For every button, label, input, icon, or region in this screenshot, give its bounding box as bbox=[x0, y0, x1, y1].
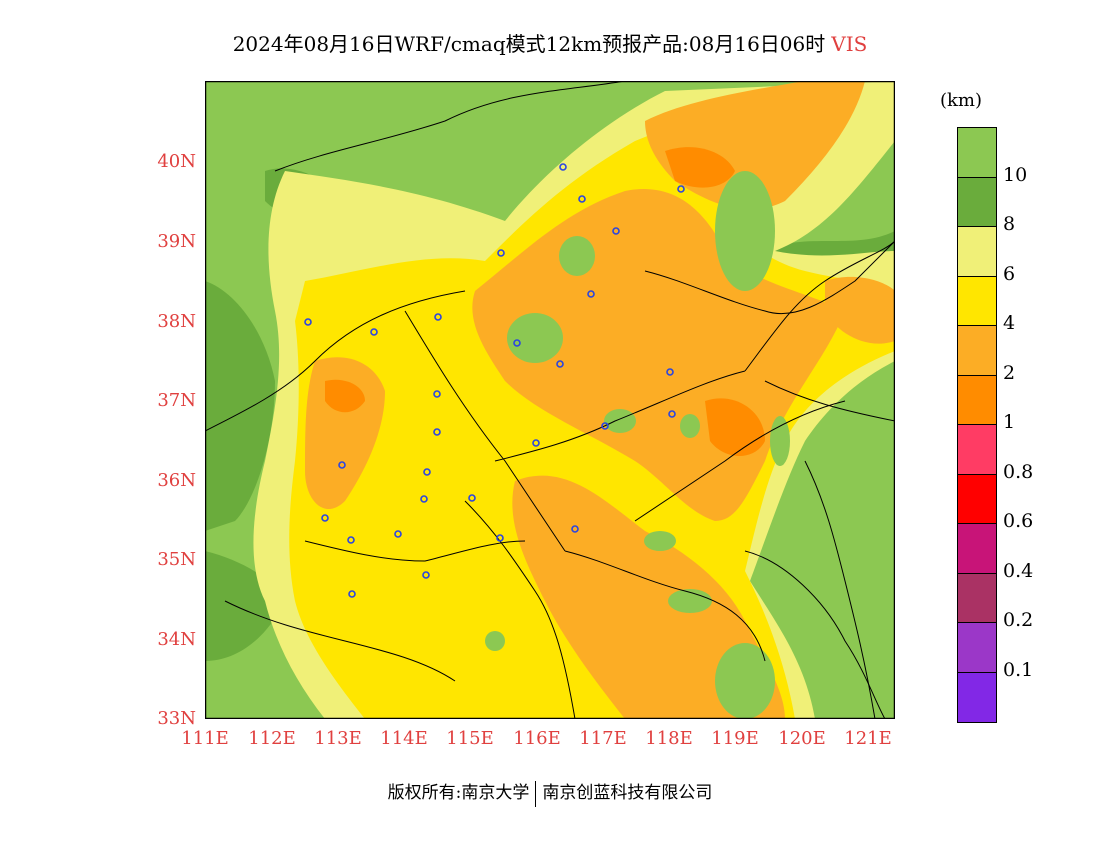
footer: 版权所有:南京大学 南京创蓝科技有限公司 bbox=[0, 778, 1100, 807]
lat-label-38: 38N bbox=[157, 311, 196, 332]
station-marker bbox=[612, 227, 620, 235]
station-marker bbox=[468, 494, 476, 502]
station-marker bbox=[420, 495, 428, 503]
colorbar-segment bbox=[958, 177, 996, 227]
colorbar-label: 2 bbox=[1003, 361, 1016, 384]
lat-label-39: 39N bbox=[157, 231, 196, 252]
company-text: 南京创蓝科技有限公司 bbox=[542, 783, 713, 803]
colorbar-label: 0.8 bbox=[1003, 460, 1034, 483]
province-boundaries bbox=[205, 81, 895, 719]
clear-patches bbox=[485, 171, 790, 719]
colorbar-label: 8 bbox=[1003, 213, 1016, 235]
lon-label-118: 118E bbox=[645, 728, 693, 749]
lon-label-121: 121E bbox=[844, 728, 892, 749]
lat-label-36: 36N bbox=[157, 470, 196, 491]
station-marker bbox=[601, 422, 609, 430]
visibility-map bbox=[205, 81, 895, 719]
colorbar-segment bbox=[958, 474, 996, 524]
station-marker bbox=[434, 313, 442, 321]
colorbar-label: 4 bbox=[1003, 312, 1016, 334]
lon-label-115: 115E bbox=[446, 728, 494, 749]
station-marker bbox=[321, 514, 329, 522]
station-marker bbox=[496, 534, 504, 542]
station-marker bbox=[578, 195, 586, 203]
station-marker bbox=[304, 318, 312, 326]
station-markers bbox=[304, 163, 685, 598]
copyright-text: 版权所有:南京大学 bbox=[387, 783, 530, 803]
lon-label-119: 119E bbox=[711, 728, 759, 749]
footer-separator bbox=[535, 780, 537, 807]
colorbar bbox=[957, 127, 997, 723]
lat-label-33: 33N bbox=[157, 708, 196, 729]
station-marker bbox=[571, 525, 579, 533]
lat-label-40: 40N bbox=[157, 151, 196, 172]
station-marker bbox=[422, 571, 430, 579]
station-marker bbox=[423, 468, 431, 476]
colorbar-label: 6 bbox=[1003, 262, 1016, 285]
station-marker bbox=[433, 428, 441, 436]
station-marker bbox=[677, 185, 685, 193]
colorbar-label: 0.2 bbox=[1003, 609, 1034, 631]
colorbar-label: 1 bbox=[1003, 411, 1016, 433]
lon-label-116: 116E bbox=[513, 728, 561, 749]
lon-label-113: 113E bbox=[314, 728, 362, 749]
colorbar-label: 0.1 bbox=[1003, 658, 1034, 681]
band-1-2 bbox=[325, 147, 765, 456]
colorbar-label: 10 bbox=[1003, 163, 1028, 186]
title-main: 2024年08月16日WRF/cmaq模式12km预报产品:08月16日06时 bbox=[232, 32, 826, 56]
station-marker bbox=[370, 328, 378, 336]
lon-label-111: 111E bbox=[181, 728, 229, 749]
colorbar-segment bbox=[958, 623, 996, 673]
coastline bbox=[644, 240, 895, 719]
station-marker bbox=[587, 290, 595, 298]
lon-label-120: 120E bbox=[778, 728, 826, 749]
colorbar-segment bbox=[958, 375, 996, 425]
colorbar-label: 0.6 bbox=[1003, 510, 1034, 532]
lon-label-117: 117E bbox=[579, 728, 627, 749]
station-marker bbox=[666, 368, 674, 376]
lat-label-35: 35N bbox=[157, 549, 196, 570]
map-border bbox=[205, 81, 895, 719]
colorbar-label: 0.4 bbox=[1003, 559, 1034, 582]
station-marker bbox=[513, 339, 521, 347]
lat-label-37: 37N bbox=[157, 390, 196, 411]
station-marker bbox=[497, 249, 505, 257]
colorbar-segment bbox=[958, 573, 996, 623]
station-marker bbox=[532, 439, 540, 447]
station-marker bbox=[348, 590, 356, 598]
station-marker bbox=[338, 461, 346, 469]
station-marker bbox=[394, 530, 402, 538]
colorbar-segment bbox=[958, 128, 996, 178]
colorbar-segment bbox=[958, 227, 996, 277]
lon-label-114: 114E bbox=[380, 728, 428, 749]
title-variable: VIS bbox=[831, 32, 868, 56]
station-marker bbox=[556, 360, 564, 368]
map-title: 2024年08月16日WRF/cmaq模式12km预报产品:08月16日06时 V… bbox=[0, 28, 1100, 57]
colorbar-segment bbox=[958, 524, 996, 574]
station-marker bbox=[559, 163, 567, 171]
colorbar-segment bbox=[958, 425, 996, 475]
colorbar-unit: (km) bbox=[940, 90, 983, 111]
station-marker bbox=[433, 390, 441, 398]
lon-label-112: 112E bbox=[248, 728, 296, 749]
colorbar-segment bbox=[958, 276, 996, 326]
lat-label-34: 34N bbox=[157, 629, 196, 650]
station-marker bbox=[668, 410, 676, 418]
colorbar-segment bbox=[958, 672, 996, 722]
station-marker bbox=[347, 536, 355, 544]
colorbar-segment bbox=[958, 326, 996, 376]
